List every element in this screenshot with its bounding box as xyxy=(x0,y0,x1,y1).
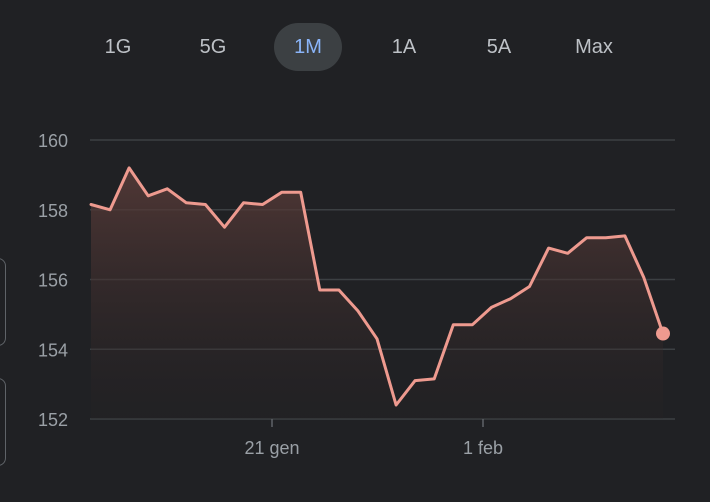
tab-1a[interactable]: 1A xyxy=(391,36,417,58)
x-tick-label: 1 feb xyxy=(463,438,503,458)
y-tick-label: 160 xyxy=(38,131,68,151)
tab-1g[interactable]: 1G xyxy=(104,36,132,58)
range-selector: 1G 5G 1M 1A 5A Max xyxy=(70,23,644,71)
tab-max[interactable]: Max xyxy=(575,36,613,58)
y-tick-label: 158 xyxy=(38,201,68,221)
price-line xyxy=(89,166,665,407)
x-tick-label: 21 gen xyxy=(244,438,299,458)
tab-5g[interactable]: 5G xyxy=(199,36,227,58)
tab-1m[interactable]: 1M xyxy=(274,23,342,71)
last-price-point xyxy=(656,326,670,341)
price-area xyxy=(91,167,663,419)
tab-5a[interactable]: 5A xyxy=(486,36,512,58)
y-tick-label: 156 xyxy=(38,271,68,291)
y-tick-label: 152 xyxy=(38,410,68,430)
y-tick-label: 154 xyxy=(38,340,68,360)
